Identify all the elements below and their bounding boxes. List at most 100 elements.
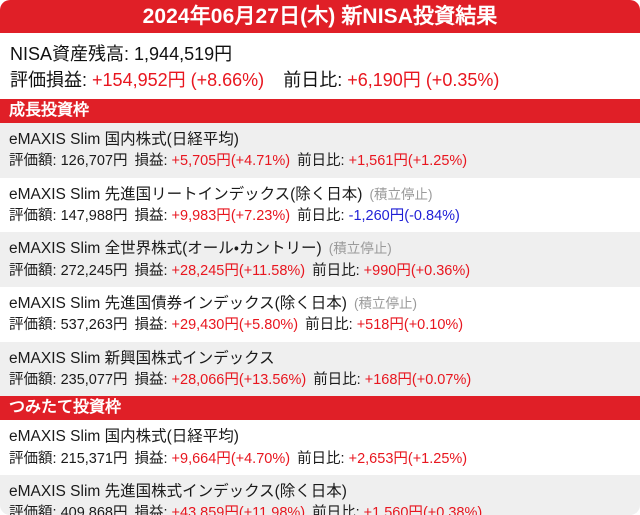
suspended-badge: (積立停止) xyxy=(328,241,392,257)
fund-pl-percent: (+4.71%) xyxy=(230,153,291,170)
suspended-badge: (積立停止) xyxy=(369,186,433,202)
balance-line: NISA資産残高: 1,944,519円 xyxy=(10,41,630,67)
fund-prev-label: 前日比: xyxy=(297,153,345,170)
fund-value-label: 評価額: xyxy=(9,207,57,224)
fund-prev-percent: (-0.84%) xyxy=(404,207,460,224)
fund-pl-percent: (+5.80%) xyxy=(238,317,299,334)
fund-list: eMAXIS Slim 国内株式(日経平均) 評価額: 126,707円 損益: +… xyxy=(0,122,640,397)
fund-prev-value: -1,260円 xyxy=(348,207,405,224)
fund-name: eMAXIS Slim 先進国リートインデックス(除く日本) xyxy=(9,185,363,203)
section-header: つみたて投資枠 xyxy=(0,396,640,421)
fund-pl-value: +28,245円 xyxy=(171,262,239,279)
fund-name-line: eMAXIS Slim 国内株式(日経平均) xyxy=(9,426,631,447)
fund-row[interactable]: eMAXIS Slim 国内株式(日経平均) 評価額: 215,371円 損益: +… xyxy=(0,420,640,475)
fund-pl-percent: (+11.98%) xyxy=(238,505,306,515)
fund-prev-percent: (+0.36%) xyxy=(410,262,471,279)
fund-prev-label: 前日比: xyxy=(297,207,345,224)
fund-pl-percent: (+4.70%) xyxy=(230,450,291,467)
fund-pl-value: +9,664円 xyxy=(171,450,231,467)
fund-name: eMAXIS Slim 先進国債券インデックス(除く日本) xyxy=(9,294,347,312)
pl-value: +154,952円 xyxy=(92,70,186,91)
fund-pl-percent: (+7.23%) xyxy=(230,207,291,224)
fund-stats-line: 評価額: 235,077円 損益: +28,066円(+13.56%) 前日比: +… xyxy=(9,370,631,390)
fund-pl-value: +29,430円 xyxy=(171,317,239,334)
page-title: 2024年06月27日(木) 新NISA投資結果 xyxy=(142,5,498,28)
fund-value-label: 評価額: xyxy=(9,153,57,170)
profit-loss-line: 評価損益: +154,952円 (+8.66%) 前日比: +6,190円 (+… xyxy=(10,67,630,93)
fund-name-line: eMAXIS Slim 国内株式(日経平均) xyxy=(9,129,631,150)
fund-name: eMAXIS Slim 全世界株式(オール・カントリー) xyxy=(9,240,322,258)
fund-prev-value: +990円 xyxy=(363,262,411,279)
pl-percent: (+8.66%) xyxy=(190,70,265,91)
fund-name: eMAXIS Slim 国内株式(日経平均) xyxy=(9,130,239,148)
fund-stats-line: 評価額: 272,245円 損益: +28,245円(+11.58%) 前日比: +… xyxy=(9,261,631,281)
fund-name: eMAXIS Slim 国内株式(日経平均) xyxy=(9,428,239,446)
fund-pl-value: +9,983円 xyxy=(171,207,231,224)
fund-name-line: eMAXIS Slim 全世界株式(オール・カントリー) (積立停止) xyxy=(9,238,631,259)
sections-container: 成長投資枠 eMAXIS Slim 国内株式(日経平均) 評価額: 126,707円… xyxy=(0,98,640,515)
fund-name-line: eMAXIS Slim 先進国債券インデックス(除く日本) (積立停止) xyxy=(9,293,631,314)
fund-prev-label: 前日比: xyxy=(305,317,353,334)
fund-stats-line: 評価額: 409,868円 損益: +43,859円(+11.98%) 前日比: +… xyxy=(9,503,631,515)
balance-label: NISA資産残高: xyxy=(10,44,130,64)
fund-pl-label: 損益: xyxy=(134,450,168,467)
fund-pl-value: +28,066円 xyxy=(171,371,239,388)
fund-pl-label: 損益: xyxy=(134,207,168,224)
fund-name: eMAXIS Slim 新興国株式インデックス xyxy=(9,349,275,367)
summary-block: NISA資産残高: 1,944,519円 評価損益: +154,952円 (+8… xyxy=(0,33,640,99)
fund-pl-label: 損益: xyxy=(134,153,168,170)
fund-pl-value: +43,859円 xyxy=(171,505,239,515)
fund-value: 409,868円 xyxy=(60,505,128,515)
title-bar: 2024年06月27日(木) 新NISA投資結果 xyxy=(0,0,640,33)
fund-row[interactable]: eMAXIS Slim 先進国債券インデックス(除く日本) (積立停止) 評価額: … xyxy=(0,286,640,342)
fund-value: 235,077円 xyxy=(60,371,128,388)
fund-pl-label: 損益: xyxy=(134,371,168,388)
fund-pl-percent: (+11.58%) xyxy=(238,262,306,279)
fund-prev-label: 前日比: xyxy=(297,450,345,467)
fund-prev-percent: (+1.25%) xyxy=(407,450,468,467)
fund-prev-label: 前日比: xyxy=(312,505,360,515)
fund-prev-value: +2,653円 xyxy=(348,450,408,467)
section-header: 成長投資枠 xyxy=(0,98,640,123)
prev-day-percent: (+0.35%) xyxy=(425,70,500,91)
balance-value: 1,944,519円 xyxy=(134,44,233,64)
fund-name-line: eMAXIS Slim 先進国リートインデックス(除く日本) (積立停止) xyxy=(9,184,631,205)
fund-name: eMAXIS Slim 先進国株式インデックス(除く日本) xyxy=(9,482,347,500)
pl-label: 評価損益: xyxy=(10,70,88,91)
fund-prev-value: +518円 xyxy=(356,317,404,334)
fund-prev-label: 前日比: xyxy=(312,262,360,279)
fund-value: 126,707円 xyxy=(60,153,128,170)
fund-row[interactable]: eMAXIS Slim 新興国株式インデックス評価額: 235,077円 損益: … xyxy=(0,341,640,397)
fund-stats-line: 評価額: 215,371円 損益: +9,664円(+4.70%) 前日比: +2,… xyxy=(9,449,631,469)
fund-prev-value: +1,560円 xyxy=(363,505,423,515)
fund-prev-value: +1,561円 xyxy=(348,153,408,170)
fund-value-label: 評価額: xyxy=(9,450,57,467)
fund-pl-value: +5,705円 xyxy=(171,153,231,170)
fund-value-label: 評価額: xyxy=(9,505,57,515)
fund-stats-line: 評価額: 126,707円 損益: +5,705円(+4.71%) 前日比: +1,… xyxy=(9,151,631,171)
fund-pl-label: 損益: xyxy=(134,505,168,515)
fund-prev-percent: (+1.25%) xyxy=(407,153,468,170)
fund-value-label: 評価額: xyxy=(9,371,57,388)
fund-prev-label: 前日比: xyxy=(313,371,361,388)
fund-list: eMAXIS Slim 国内株式(日経平均) 評価額: 215,371円 損益: +… xyxy=(0,420,640,515)
fund-value: 272,245円 xyxy=(60,262,128,279)
fund-prev-value: +168円 xyxy=(364,371,412,388)
fund-value: 537,263円 xyxy=(60,317,128,334)
fund-row[interactable]: eMAXIS Slim 先進国株式インデックス(除く日本) 評価額: 409,86… xyxy=(0,474,640,515)
fund-row[interactable]: eMAXIS Slim 先進国リートインデックス(除く日本) (積立停止) 評価額:… xyxy=(0,177,640,233)
fund-row[interactable]: eMAXIS Slim 全世界株式(オール・カントリー) (積立停止) 評価額: 2… xyxy=(0,232,640,287)
fund-value: 215,371円 xyxy=(60,450,128,467)
suspended-badge: (積立停止) xyxy=(353,295,417,311)
fund-row[interactable]: eMAXIS Slim 国内株式(日経平均) 評価額: 126,707円 損益: +… xyxy=(0,122,640,178)
fund-prev-percent: (+0.10%) xyxy=(403,317,464,334)
fund-prev-percent: (+0.07%) xyxy=(411,371,472,388)
fund-stats-line: 評価額: 147,988円 損益: +9,983円(+7.23%) 前日比: -1,… xyxy=(9,206,631,226)
fund-value: 147,988円 xyxy=(60,207,128,224)
fund-pl-percent: (+13.56%) xyxy=(238,371,307,388)
prev-day-value: +6,190円 xyxy=(347,70,421,91)
fund-pl-label: 損益: xyxy=(134,262,168,279)
fund-name-line: eMAXIS Slim 先進国株式インデックス(除く日本) xyxy=(9,481,631,502)
fund-prev-percent: (+0.38%) xyxy=(422,505,483,515)
